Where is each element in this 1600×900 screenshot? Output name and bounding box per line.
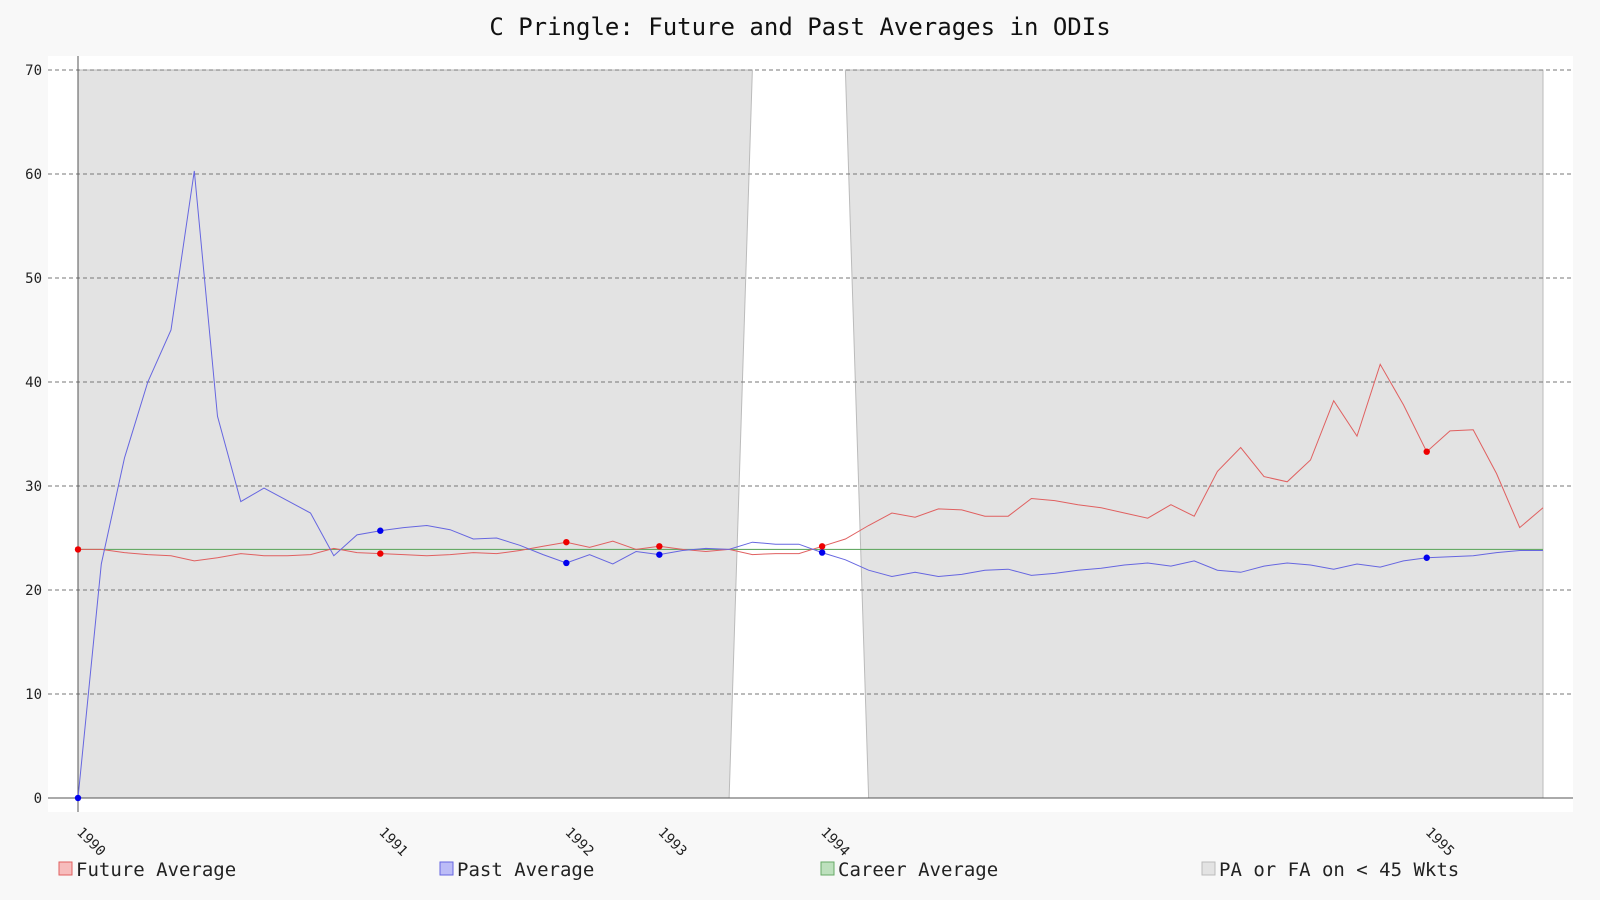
past-average-marker	[1423, 554, 1430, 561]
y-tick-label: 40	[25, 375, 42, 391]
future-average-marker	[656, 543, 663, 550]
y-tick-label: 50	[25, 271, 42, 287]
x-tick-label: 1994	[817, 825, 852, 860]
past-average-marker	[563, 559, 570, 567]
y-tick-label: 60	[25, 167, 42, 183]
legend-swatch-shade	[1201, 861, 1216, 876]
shade-area-left	[77, 69, 753, 799]
shaded-region	[77, 69, 1544, 799]
future-average-marker	[818, 543, 826, 550]
legend-swatch-future	[58, 861, 73, 876]
past-average-line	[77, 170, 1543, 799]
legend-label-career: Career Average	[838, 859, 998, 881]
legend-label-shade: PA or FA on < 45 Wkts	[1219, 859, 1459, 881]
past-average-marker	[656, 551, 663, 558]
legend-swatch-past	[439, 861, 454, 876]
chart-title: C Pringle: Future and Past Averages in O…	[489, 13, 1110, 41]
legend-label-past: Past Average	[457, 859, 594, 881]
series	[74, 170, 1544, 802]
past-average-marker	[377, 527, 384, 534]
future-average-line	[78, 363, 1544, 562]
future-average-marker	[1423, 448, 1430, 455]
x-tick-label: 1993	[655, 825, 690, 860]
legend: Future Average Past Average Career Average…	[58, 859, 1459, 881]
legend-label-future: Future Average	[76, 859, 236, 881]
x-tick-label: 1990	[73, 825, 108, 860]
future-average-marker	[377, 550, 384, 557]
future-average-marker	[563, 538, 570, 546]
y-tick-label: 70	[25, 63, 42, 79]
x-tick-label: 1991	[375, 825, 410, 860]
y-tick-label: 30	[25, 479, 42, 495]
y-tick-label: 10	[25, 687, 42, 703]
past-average-marker	[74, 794, 82, 802]
shade-area-right	[844, 69, 1544, 799]
y-tick-label: 0	[34, 791, 42, 807]
legend-swatch-career	[820, 861, 835, 876]
x-tick-label: 1995	[1422, 825, 1457, 860]
y-tick-label: 20	[25, 583, 42, 599]
future-average-marker	[74, 546, 82, 553]
past-average-marker	[818, 549, 826, 556]
grid	[48, 69, 1573, 695]
x-tick-label: 1992	[562, 825, 597, 860]
